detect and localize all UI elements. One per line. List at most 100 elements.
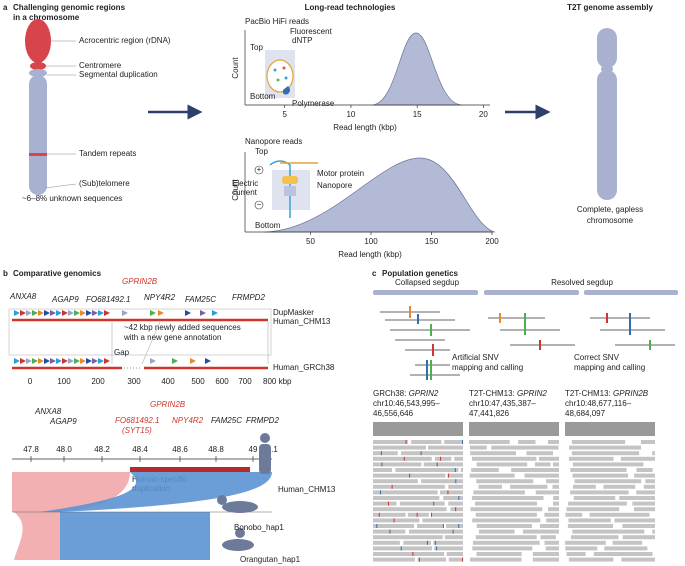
- pileup-header: T2T-CHM13: GPRIN2: [469, 389, 547, 398]
- inset-label: Motor protein: [317, 169, 364, 178]
- read: [446, 552, 463, 556]
- read: [570, 490, 629, 495]
- read: [417, 524, 443, 528]
- dup-arrow: [86, 310, 92, 316]
- read: [440, 490, 463, 495]
- read: [475, 535, 537, 540]
- inset-label: −: [257, 200, 262, 209]
- read: [552, 501, 559, 506]
- track-label: DupMasker: [273, 308, 314, 317]
- read: [491, 445, 559, 450]
- track-box: [8, 308, 272, 356]
- read: [472, 546, 533, 551]
- gene-label: ANXA8: [9, 292, 37, 301]
- read: [407, 512, 429, 517]
- read: [373, 445, 427, 450]
- x-tick-label: 150: [425, 237, 439, 246]
- read: [460, 468, 463, 472]
- dup-arrow: [122, 310, 128, 316]
- nanopore-inset: [269, 160, 318, 218]
- dup-arrow: [80, 310, 86, 316]
- section-title: T2T genome assembly: [567, 3, 653, 12]
- dup-arrow: [14, 310, 20, 316]
- read: [373, 440, 408, 444]
- snv: [455, 479, 457, 484]
- read: [433, 540, 463, 545]
- read: [552, 462, 559, 467]
- region-label: Tandem repeats: [79, 149, 136, 158]
- snv-label: mapping and calling: [452, 363, 523, 372]
- read: [447, 473, 463, 478]
- species-label: Bonobo_hap1: [234, 523, 284, 532]
- read: [574, 479, 642, 484]
- read: [373, 451, 398, 456]
- gene-label: (SYT15): [122, 426, 152, 435]
- segdup-label: Resolved segdup: [551, 278, 613, 287]
- snv: [418, 557, 420, 562]
- read: [572, 473, 629, 478]
- x-tick-label: 200: [485, 237, 499, 246]
- coverage-track: [469, 422, 559, 436]
- dupmasker-track: [14, 310, 218, 316]
- segdup-label: Collapsed segdup: [395, 278, 460, 287]
- snv: [380, 451, 382, 456]
- read: [532, 552, 559, 556]
- plot-title: Nanopore reads: [245, 137, 302, 146]
- ruler-label: 200: [91, 377, 105, 386]
- ruler: 47.848.048.248.448.648.84949.1: [23, 445, 278, 462]
- read: [373, 557, 415, 562]
- read: [518, 440, 536, 444]
- dup-arrow: [86, 358, 92, 364]
- read: [572, 484, 596, 489]
- snv: [440, 456, 442, 461]
- read: [443, 496, 463, 500]
- density-curve: [371, 32, 463, 106]
- snv: [436, 462, 438, 467]
- track-label: Human_CHM13: [273, 317, 331, 326]
- dup-arrow: [56, 358, 62, 364]
- dup-arrow: [26, 358, 32, 364]
- read: [538, 456, 559, 461]
- read: [652, 529, 655, 534]
- read: [532, 557, 559, 562]
- gene-label: GPRIN2B: [122, 277, 158, 286]
- read: [571, 451, 640, 456]
- read: [620, 456, 655, 461]
- assembly: T2T-CHM13:: [469, 389, 517, 398]
- read: [540, 535, 556, 540]
- gene-label: FRMPD2: [232, 293, 265, 302]
- read: [619, 496, 655, 500]
- snv: [380, 490, 382, 495]
- region-label: Centromere: [79, 61, 122, 70]
- snv: [454, 468, 456, 472]
- read: [612, 540, 643, 545]
- read: [568, 518, 611, 523]
- snv-label: Artificial SNV: [452, 353, 499, 362]
- read: [567, 524, 614, 528]
- species-label: Orangutan_hap1: [240, 555, 301, 564]
- annotation: with a new gene annotation: [123, 333, 221, 342]
- read: [510, 484, 548, 489]
- snv: [420, 451, 422, 456]
- inset-label: Electric: [232, 179, 258, 188]
- dup-arrow: [104, 358, 110, 364]
- gene-label: AGAP9: [51, 295, 79, 304]
- read: [444, 535, 463, 540]
- dup-arrow: [200, 310, 206, 316]
- read: [511, 468, 559, 472]
- dup-arrow: [190, 358, 196, 364]
- read: [408, 529, 463, 534]
- pileup-coords: chr10:48,677,116–: [565, 399, 632, 408]
- dup-arrow: [74, 358, 80, 364]
- read: [469, 557, 522, 562]
- ruler-label: 49: [249, 445, 258, 454]
- read: [448, 501, 463, 506]
- annotation: Gap: [114, 348, 130, 357]
- read: [373, 507, 447, 512]
- region-label: Acrocentric region (rDNA): [79, 36, 171, 45]
- ruler-label: 100: [57, 377, 71, 386]
- read: [373, 468, 393, 472]
- assembly: GRCh38:: [373, 389, 409, 398]
- ruler-label: 400: [161, 377, 175, 386]
- dup-arrow: [98, 358, 104, 364]
